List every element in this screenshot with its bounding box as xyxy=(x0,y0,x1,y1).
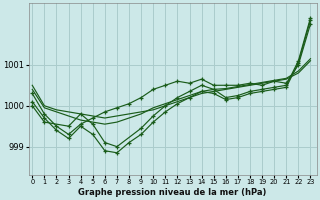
X-axis label: Graphe pression niveau de la mer (hPa): Graphe pression niveau de la mer (hPa) xyxy=(78,188,267,197)
